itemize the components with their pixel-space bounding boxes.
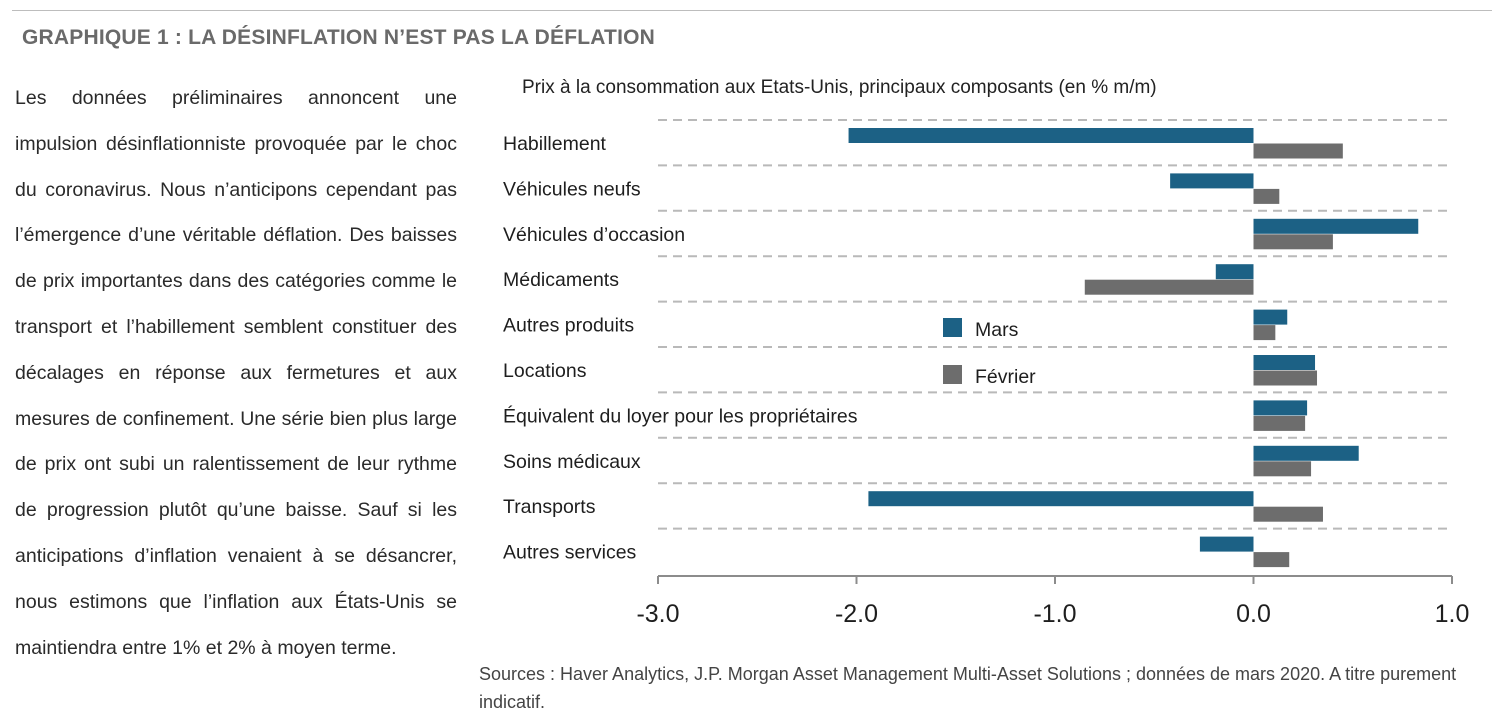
category-label-autres-services: Autres services bbox=[503, 542, 637, 564]
category-label-transports: Transports bbox=[503, 496, 596, 518]
category-label-medicaments: Médicaments bbox=[503, 269, 619, 291]
chart-x-axis: -3.0 -2.0 -1.0 0.0 1.0 bbox=[636, 575, 1470, 628]
legend-label-mars: Mars bbox=[975, 319, 1019, 341]
bar-mars-autres-services bbox=[1199, 536, 1254, 552]
bar-fevrier-vehicules-neufs bbox=[1253, 188, 1280, 204]
bar-mars-habillement bbox=[848, 128, 1254, 143]
category-label-equivalent-du-loyer-pour-les-proprietaires: Équivalent du loyer pour les propriétair… bbox=[503, 404, 858, 427]
x-tick-label: -2.0 bbox=[835, 600, 878, 628]
x-tick-label: 1.0 bbox=[1435, 600, 1470, 628]
bar-mars-equivalent-du-loyer-pour-les-proprietaires bbox=[1253, 400, 1308, 416]
bar-fevrier-autres-services bbox=[1253, 552, 1290, 568]
chart-category-labels: Habillement Véhicules neufs Véhicules d’oc… bbox=[503, 133, 858, 564]
bar-fevrier-vehicules-d-occasion bbox=[1253, 234, 1333, 250]
commentary-paragraph: Les données préliminaires annoncent une … bbox=[15, 87, 457, 659]
bar-mars-soins-medicaux bbox=[1253, 445, 1359, 461]
category-label-autres-produits: Autres produits bbox=[503, 315, 634, 337]
x-tick-label: -3.0 bbox=[636, 600, 679, 628]
figure-heading: GRAPHIQUE 1 : LA DÉSINFLATION N’EST PAS … bbox=[22, 26, 656, 49]
category-label-soins-medicaux: Soins médicaux bbox=[503, 451, 641, 473]
chart-title: Prix à la consommation aux Etats-Unis, p… bbox=[522, 77, 1157, 98]
chart-bars bbox=[848, 128, 1419, 568]
top-rule bbox=[12, 10, 1492, 11]
legend-swatch-fevrier bbox=[943, 365, 962, 384]
bar-fevrier-equivalent-du-loyer-pour-les-proprietaires bbox=[1253, 415, 1306, 431]
chart-legend: Mars Février bbox=[943, 318, 1036, 388]
bar-mars-vehicules-d-occasion bbox=[1253, 218, 1419, 234]
source-note: Sources : Haver Analytics, J.P. Morgan A… bbox=[479, 664, 1457, 712]
bar-fevrier-soins-medicaux bbox=[1253, 461, 1312, 477]
x-tick-label: 0.0 bbox=[1236, 600, 1271, 628]
bar-fevrier-habillement bbox=[1253, 143, 1343, 159]
category-label-habillement: Habillement bbox=[503, 133, 607, 155]
category-label-vehicules-neufs: Véhicules neufs bbox=[503, 178, 641, 200]
bar-mars-vehicules-neufs bbox=[1170, 173, 1254, 189]
x-tick-label: -1.0 bbox=[1033, 600, 1076, 628]
category-label-vehicules-d-occasion: Véhicules d’occasion bbox=[503, 224, 685, 246]
chart-gridlines bbox=[658, 119, 1452, 530]
category-label-locations: Locations bbox=[503, 360, 587, 382]
bar-fevrier-autres-produits bbox=[1253, 325, 1276, 341]
bar-mars-locations bbox=[1253, 355, 1316, 370]
bar-mars-autres-produits bbox=[1253, 309, 1288, 325]
legend-label-fevrier: Février bbox=[975, 366, 1036, 388]
bar-fevrier-locations bbox=[1253, 370, 1318, 386]
bar-fevrier-transports bbox=[1253, 506, 1323, 522]
bar-mars-medicaments bbox=[1215, 264, 1254, 280]
bar-fevrier-medicaments bbox=[1084, 279, 1254, 295]
bar-mars-transports bbox=[868, 491, 1254, 507]
legend-swatch-mars bbox=[943, 318, 962, 337]
